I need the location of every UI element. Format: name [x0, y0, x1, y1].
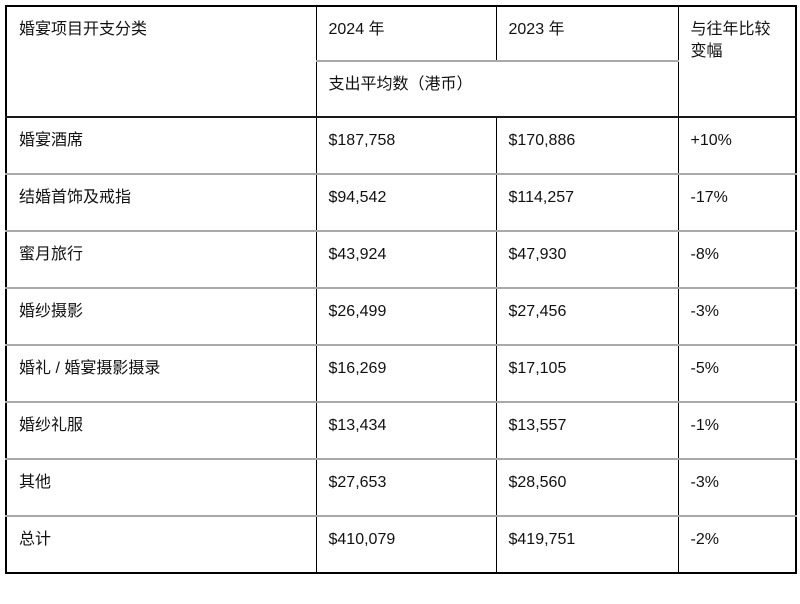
cell-category: 婚宴酒席 — [5, 117, 317, 175]
cell-category: 蜜月旅行 — [5, 231, 317, 289]
header-row-subtitle: 支出平均数（港币） — [6, 61, 796, 118]
cell-category: 婚纱摄影 — [5, 288, 317, 346]
table-row-bridal-attire: 婚纱礼服 $13,434 $13,557 -1% — [5, 402, 797, 460]
cell-2023-value: $419,751 — [495, 516, 679, 574]
header-row-years: 婚宴项目开支分类 2024 年 2023 年 与往年比较变幅 — [5, 6, 797, 118]
cell-2024-value: $187,758 — [315, 117, 497, 175]
table-row-honeymoon: 蜜月旅行 $43,924 $47,930 -8% — [5, 231, 797, 289]
cell-change-value: -8% — [677, 231, 797, 289]
cell-2023-value: $17,105 — [495, 345, 679, 403]
cell-2023-value: $114,257 — [495, 174, 679, 232]
table-row-banquet: 婚宴酒席 $187,758 $170,886 +10% — [5, 117, 797, 175]
cell-change-value: -5% — [677, 345, 797, 403]
header-category: 婚宴项目开支分类 — [5, 6, 317, 118]
cell-2024-value: $16,269 — [315, 345, 497, 403]
cell-category: 其他 — [5, 459, 317, 517]
cell-change-value: -1% — [677, 402, 797, 460]
cell-category: 总计 — [5, 516, 317, 574]
cell-2024-value: $94,542 — [315, 174, 497, 232]
cell-2023-value: $170,886 — [495, 117, 679, 175]
cell-2024-value: $410,079 — [315, 516, 497, 574]
cell-2023-value: $27,456 — [495, 288, 679, 346]
header-average-spend-hkd: 支出平均数（港币） — [315, 61, 679, 118]
cell-2024-value: $13,434 — [315, 402, 497, 460]
table-row-jewellery: 结婚首饰及戒指 $94,542 $114,257 -17% — [5, 174, 797, 232]
cell-change-value: +10% — [677, 117, 797, 175]
cell-category: 婚礼 / 婚宴摄影摄录 — [5, 345, 317, 403]
cell-2024-value: $26,499 — [315, 288, 497, 346]
cell-change-value: -2% — [677, 516, 797, 574]
table-row-bridal-photography: 婚纱摄影 $26,499 $27,456 -3% — [5, 288, 797, 346]
cell-2024-value: $27,653 — [315, 459, 497, 517]
cell-2024-value: $43,924 — [315, 231, 497, 289]
header-year-2024: 2024 年 — [315, 6, 497, 62]
wedding-expense-table: 婚宴项目开支分类 2024 年 2023 年 与往年比较变幅 支出平均数（港币）… — [5, 5, 797, 574]
cell-category: 结婚首饰及戒指 — [5, 174, 317, 232]
cell-change-value: -3% — [677, 288, 797, 346]
table-row-total: 总计 $410,079 $419,751 -2% — [5, 516, 797, 574]
header-change-vs-previous: 与往年比较变幅 — [677, 6, 797, 118]
cell-2023-value: $47,930 — [495, 231, 679, 289]
table-row-wedding-videography: 婚礼 / 婚宴摄影摄录 $16,269 $17,105 -5% — [5, 345, 797, 403]
header-year-2023: 2023 年 — [495, 6, 679, 62]
cell-2023-value: $13,557 — [495, 402, 679, 460]
cell-change-value: -17% — [677, 174, 797, 232]
cell-2023-value: $28,560 — [495, 459, 679, 517]
table-row-others: 其他 $27,653 $28,560 -3% — [5, 459, 797, 517]
cell-category: 婚纱礼服 — [5, 402, 317, 460]
cell-change-value: -3% — [677, 459, 797, 517]
